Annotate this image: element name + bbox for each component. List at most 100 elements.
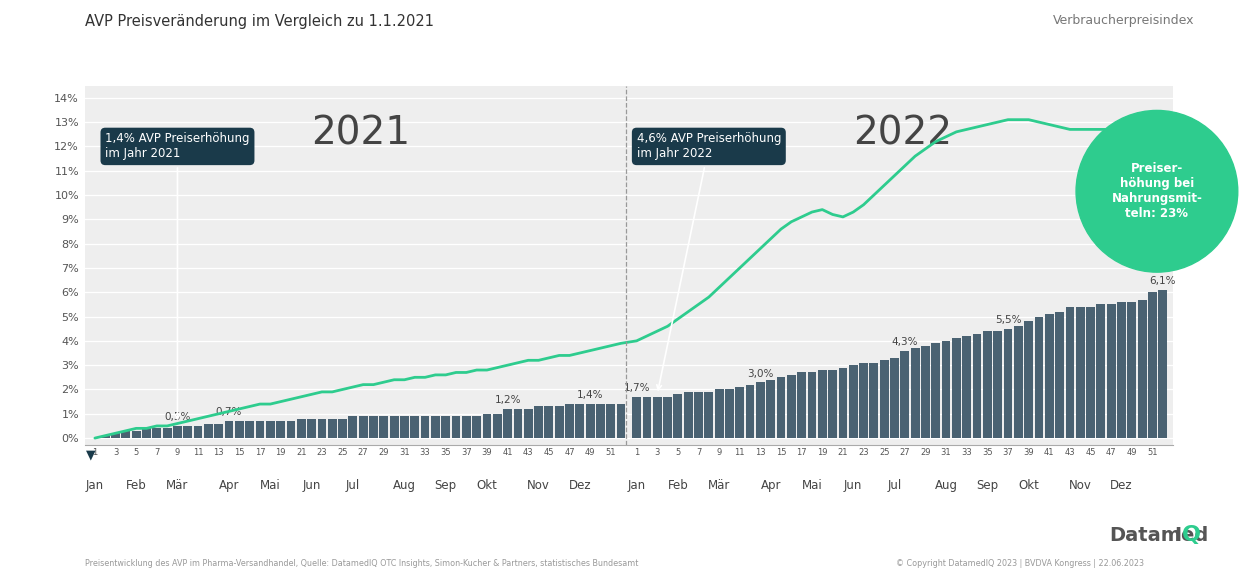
Text: Apr: Apr xyxy=(219,478,239,492)
Bar xyxy=(1107,304,1116,438)
Text: Jan: Jan xyxy=(86,478,104,492)
Bar xyxy=(673,395,682,438)
Bar xyxy=(963,336,972,438)
Bar xyxy=(1148,292,1157,438)
Bar xyxy=(163,428,172,438)
Bar xyxy=(235,421,244,438)
Bar xyxy=(1045,314,1054,438)
Bar xyxy=(442,416,450,438)
Text: Nov: Nov xyxy=(1069,478,1092,492)
Text: Feb: Feb xyxy=(126,478,147,492)
Bar xyxy=(358,416,367,438)
Bar xyxy=(430,416,440,438)
Bar xyxy=(1066,307,1075,438)
Text: Mär: Mär xyxy=(167,478,189,492)
Bar xyxy=(411,416,419,438)
Bar xyxy=(122,431,131,438)
Bar xyxy=(183,426,192,438)
Bar xyxy=(1138,300,1147,438)
Bar xyxy=(462,416,470,438)
Text: Mär: Mär xyxy=(708,478,730,492)
Text: Okt: Okt xyxy=(1018,478,1039,492)
Bar xyxy=(756,382,765,438)
Bar xyxy=(797,372,806,438)
Text: 2022: 2022 xyxy=(853,115,952,153)
Bar xyxy=(328,419,337,438)
Bar xyxy=(807,372,816,438)
Text: Dez: Dez xyxy=(1110,478,1133,492)
Bar xyxy=(632,397,641,438)
Bar xyxy=(993,331,1003,438)
Text: 0,7%: 0,7% xyxy=(216,408,243,417)
Text: Q: Q xyxy=(1182,525,1200,545)
Text: Datamed: Datamed xyxy=(1110,526,1209,545)
Bar xyxy=(317,419,326,438)
Bar xyxy=(545,407,554,438)
Bar xyxy=(255,421,265,438)
Bar xyxy=(911,348,919,438)
Text: Preiserhöhung von Dezember 2020 auf Januar 2021
unterhalb der MwSt. Erhöhung zur: Preiserhöhung von Dezember 2020 auf Janu… xyxy=(102,510,457,541)
Bar xyxy=(880,360,888,438)
Bar xyxy=(483,414,491,438)
Bar xyxy=(153,428,162,438)
Bar xyxy=(142,428,151,438)
Text: 3,0%: 3,0% xyxy=(748,368,774,379)
Bar xyxy=(725,389,734,438)
Bar xyxy=(715,389,724,438)
Bar xyxy=(1127,302,1136,438)
Bar xyxy=(983,331,991,438)
Text: Jan: Jan xyxy=(627,478,646,492)
Bar xyxy=(214,424,223,438)
Bar xyxy=(891,358,899,438)
Bar xyxy=(401,416,409,438)
Bar xyxy=(132,431,141,438)
Bar xyxy=(101,436,109,438)
Text: 4,3%: 4,3% xyxy=(892,337,918,347)
Text: Verbraucherpreisindex: Verbraucherpreisindex xyxy=(1052,14,1194,27)
Bar xyxy=(952,339,960,438)
Bar xyxy=(663,397,672,438)
Bar xyxy=(452,416,460,438)
Text: Jul: Jul xyxy=(346,478,360,492)
Bar xyxy=(848,365,857,438)
Bar xyxy=(653,397,662,438)
Bar xyxy=(194,426,203,438)
Bar xyxy=(617,404,626,438)
Bar xyxy=(576,404,585,438)
Text: 5,5%: 5,5% xyxy=(995,315,1021,325)
Bar xyxy=(245,421,254,438)
Text: 2021: 2021 xyxy=(311,115,411,153)
Text: Preisentwicklung des AVP im Pharma-Versandhandel, Quelle: DatamedIQ OTC Insights: Preisentwicklung des AVP im Pharma-Versa… xyxy=(85,559,638,568)
Bar xyxy=(1158,290,1167,438)
Text: 1,7%: 1,7% xyxy=(623,383,649,393)
Text: © Copyright DatamedIQ 2023 | BVDVA Kongress | 22.06.2023: © Copyright DatamedIQ 2023 | BVDVA Kongr… xyxy=(896,559,1143,568)
Bar xyxy=(942,341,950,438)
Bar xyxy=(379,416,388,438)
Bar xyxy=(606,404,616,438)
Bar xyxy=(493,414,501,438)
Bar xyxy=(307,419,316,438)
Text: I: I xyxy=(1174,526,1182,545)
Bar xyxy=(524,409,532,438)
Bar xyxy=(642,397,652,438)
Text: Okt: Okt xyxy=(476,478,498,492)
Bar xyxy=(369,416,378,438)
Text: ▼: ▼ xyxy=(86,448,96,461)
Bar xyxy=(266,421,275,438)
Bar xyxy=(704,392,713,438)
Text: Mai: Mai xyxy=(801,478,822,492)
Bar xyxy=(745,385,754,438)
Text: 4,6% AVP Preiserhöhung
im Jahr 2022: 4,6% AVP Preiserhöhung im Jahr 2022 xyxy=(637,132,781,390)
Bar xyxy=(504,409,513,438)
Text: 6,1%: 6,1% xyxy=(1149,276,1176,286)
Text: Sep: Sep xyxy=(434,478,457,492)
Text: 0,5%: 0,5% xyxy=(164,412,190,423)
Text: Jul: Jul xyxy=(887,478,902,492)
Bar xyxy=(534,407,542,438)
Bar xyxy=(473,416,481,438)
Bar xyxy=(286,421,295,438)
Text: 1,4%: 1,4% xyxy=(577,391,603,400)
Text: Jun: Jun xyxy=(845,478,862,492)
Bar xyxy=(565,404,573,438)
Text: Mai: Mai xyxy=(260,478,281,492)
